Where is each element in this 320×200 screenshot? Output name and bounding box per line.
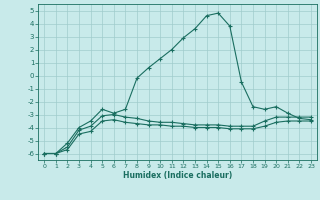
X-axis label: Humidex (Indice chaleur): Humidex (Indice chaleur) xyxy=(123,171,232,180)
